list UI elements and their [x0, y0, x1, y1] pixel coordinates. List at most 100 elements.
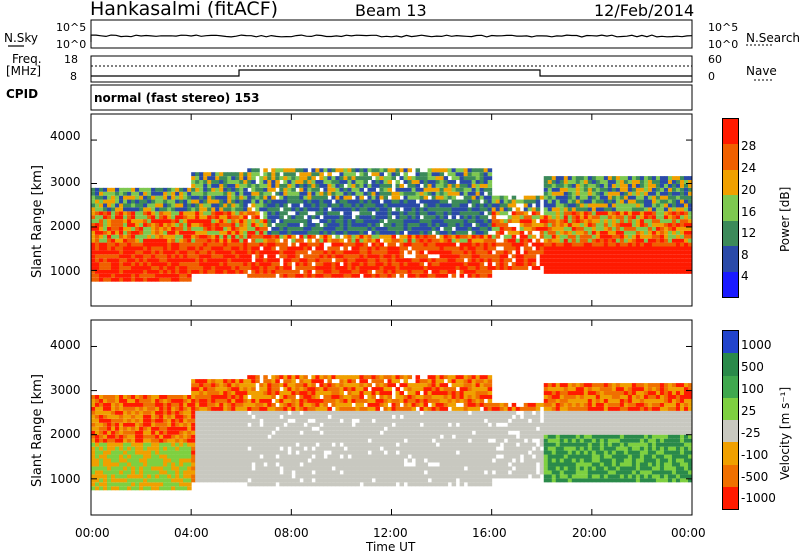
- power-cell: [427, 187, 433, 192]
- power-cell: [411, 226, 417, 231]
- velocity-cell: [167, 442, 172, 447]
- power-cell: [139, 269, 144, 274]
- velocity-cell: [151, 466, 156, 471]
- power-cell: [407, 176, 413, 181]
- power-cell: [451, 250, 457, 255]
- power-cell: [611, 254, 617, 259]
- power-cell: [159, 199, 164, 204]
- power-cell: [679, 203, 685, 208]
- power-cell: [163, 277, 168, 282]
- velocity-cell: [175, 438, 180, 443]
- power-cell: [439, 195, 445, 200]
- power-cell: [323, 250, 328, 255]
- power-cell: [415, 234, 421, 239]
- velocity-cell: [119, 414, 124, 419]
- velocity-cell: [99, 458, 104, 463]
- power-cell: [599, 219, 605, 224]
- velocity-cell: [123, 458, 128, 463]
- power-cell: [223, 266, 228, 270]
- power-cell: [623, 183, 629, 188]
- power-cell: [447, 203, 453, 208]
- power-cell: [275, 180, 280, 184]
- power-cell: [563, 203, 569, 208]
- power-cell: [363, 223, 368, 227]
- power-cell: [247, 273, 252, 278]
- power-cell: [491, 258, 497, 263]
- velocity-cell: [103, 414, 108, 419]
- power-cell: [483, 219, 489, 224]
- power-cell: [175, 223, 180, 227]
- power-cell: [163, 219, 168, 224]
- power-cell: [387, 183, 392, 188]
- power-cell: [531, 266, 537, 270]
- power-cell: [579, 250, 585, 255]
- power-cell: [623, 203, 629, 208]
- power-cell: [163, 238, 168, 243]
- power-cell: [343, 242, 348, 247]
- power-cell: [279, 254, 284, 259]
- power-cell: [439, 168, 445, 173]
- power-cell: [147, 262, 152, 267]
- power-cell: [103, 246, 108, 251]
- power-cell: [407, 219, 413, 224]
- power-cell: [439, 191, 445, 196]
- power-cell: [291, 230, 296, 235]
- power-cell: [111, 191, 116, 196]
- power-cell: [451, 183, 457, 188]
- velocity-cell: [279, 391, 284, 395]
- power-cell: [211, 230, 216, 235]
- velocity-cell: [111, 422, 116, 427]
- power-cell: [299, 230, 304, 235]
- power-cell: [451, 242, 457, 247]
- power-cell: [155, 226, 160, 231]
- velocity-cell: [203, 466, 208, 471]
- power-cell: [371, 266, 376, 270]
- power-cell: [407, 262, 413, 267]
- velocity-cell: [199, 446, 204, 451]
- velocity-cell: [223, 414, 228, 419]
- power-cell: [483, 238, 489, 243]
- velocity-cell: [291, 414, 296, 419]
- power-cell: [351, 168, 356, 173]
- power-cell: [443, 242, 449, 247]
- power-cell: [583, 195, 589, 200]
- power-cell: [491, 254, 497, 259]
- power-cell: [91, 273, 96, 278]
- power-cell: [163, 207, 168, 212]
- power-cell: [627, 258, 633, 263]
- velocity-cell: [155, 402, 160, 407]
- power-cell: [315, 183, 320, 188]
- power-cell: [383, 183, 388, 188]
- power-cell: [387, 219, 392, 224]
- power-cell: [223, 226, 228, 231]
- power-cell: [287, 223, 292, 227]
- power-cell: [255, 183, 260, 188]
- velocity-cell: [203, 391, 208, 395]
- velocity-cell: [155, 414, 160, 419]
- power-cell: [655, 226, 661, 231]
- velocity-cell: [119, 395, 124, 399]
- power-cell: [543, 234, 549, 239]
- power-cell: [411, 234, 417, 239]
- power-cell: [203, 219, 208, 224]
- power-cell: [367, 266, 372, 270]
- power-cell: [555, 266, 561, 270]
- power-cell: [187, 215, 192, 220]
- power-cell: [319, 183, 324, 188]
- power-cell: [475, 242, 481, 247]
- power-cell: [247, 211, 252, 216]
- power-cell: [479, 258, 485, 263]
- power-cell: [315, 238, 320, 243]
- power-cell: [403, 238, 409, 243]
- power-cell: [407, 234, 413, 239]
- velocity-cell: [211, 395, 216, 399]
- velocity-cell: [123, 426, 128, 431]
- power-cell: [171, 242, 176, 247]
- power-cell: [575, 183, 581, 188]
- power-cell: [335, 223, 340, 227]
- power-cell: [623, 258, 629, 263]
- velocity-cell: [215, 426, 220, 431]
- power-cell: [427, 211, 433, 216]
- velocity-cell: [91, 438, 96, 443]
- power-cell: [287, 176, 292, 181]
